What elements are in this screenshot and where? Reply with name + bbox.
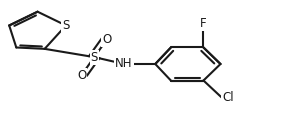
Text: O: O bbox=[102, 33, 112, 46]
Text: NH: NH bbox=[115, 58, 133, 70]
Text: O: O bbox=[77, 69, 86, 81]
Text: F: F bbox=[200, 17, 207, 30]
Text: S: S bbox=[91, 51, 98, 64]
Text: Cl: Cl bbox=[222, 91, 233, 104]
Text: S: S bbox=[62, 19, 70, 32]
